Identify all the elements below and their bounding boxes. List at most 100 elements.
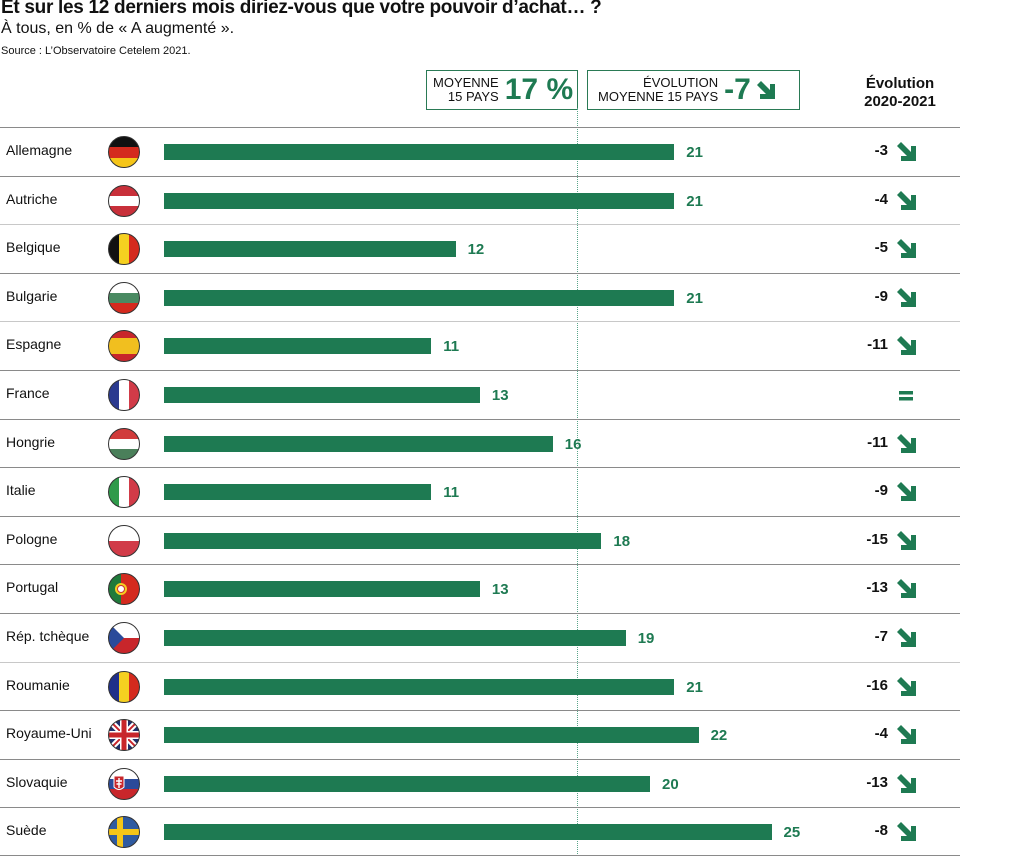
bar [164,630,626,646]
evolution-average-box: ÉVOLUTION MOYENNE 15 PAYS -7 [587,70,800,110]
bar [164,387,480,403]
category-label: Royaume-Uni [6,725,92,742]
data-label: 21 [686,289,703,307]
category-label: Italie [6,482,36,499]
equal-icon [896,384,918,406]
france-flag-icon [108,379,140,411]
average-reference-line [577,108,579,854]
chart-title: Et sur les 12 derniers mois diriez-vous … [1,0,602,18]
evolution-value: -11 [867,433,888,451]
evolution-label-line1: ÉVOLUTION [643,75,719,90]
data-label: 19 [637,630,655,647]
data-label: 11 [443,484,460,502]
arrow-down-right-icon [896,335,918,357]
category-label: Belgique [6,239,61,256]
bar [164,192,675,209]
arrow-down-right-icon [896,724,918,746]
spain-flag-icon [108,330,140,363]
bar [164,435,553,452]
bar [164,532,602,549]
bar [164,678,675,695]
evolution-value: -13 [866,773,888,791]
poland-flag-icon [108,524,140,557]
bar [164,727,699,744]
chart-row: Slovaquie 20 -13 [0,758,960,808]
category-label: Slovaquie [6,773,68,790]
chart-row: Italie 11 -9 [0,467,960,516]
data-label: 25 [783,824,801,842]
evolution-value: -3 [874,142,888,159]
data-label: 21 [686,192,703,210]
arrow-down-right-icon [896,821,918,843]
data-label: 16 [564,435,582,453]
sweden-flag-icon [108,816,140,849]
chart-row: Rép. tchèque 19 -7 [0,613,960,662]
bar [164,775,650,792]
arrow-down-right-icon [896,141,918,163]
portugal-flag-icon [108,573,140,606]
column-header-line1: Évolution [865,75,935,92]
arrow-down-right-icon [896,238,918,260]
chart-subtitle: À tous, en % de « A augmenté ». [1,20,235,37]
arrow-down-right-icon [756,81,775,99]
bar [164,484,432,501]
evolution-value: -16 [866,676,888,694]
data-label: 18 [613,532,631,550]
data-label: 22 [710,727,728,745]
evolution-value: -7 [874,628,888,645]
arrow-down-right-icon [896,287,918,309]
average-label: MOYENNE 15 PAYS [433,76,499,104]
chart-row: Pologne 18 -15 [0,515,960,565]
category-label: France [6,385,50,401]
evolution-value: -9 [874,287,888,305]
evolution-value: -15 [866,530,888,548]
chart-row: Belgique 12 -5 [0,224,960,273]
category-label: Espagne [6,336,62,353]
average-label-line2: 15 PAYS [447,89,499,104]
category-label: Suède [6,822,47,839]
chart-row: Espagne 11 -11 [0,321,960,370]
evolution-column-header: Évolution 2020-2021 [840,75,960,111]
evolution-value: -4 [874,725,888,743]
arrow-down-right-icon [896,190,918,212]
uk-flag-icon [108,719,140,752]
data-label: 21 [686,144,703,161]
category-label: Roumanie [6,676,70,693]
category-label: Rép. tchèque [6,628,90,644]
chart-row: Autriche 21 -4 [0,175,960,225]
arrow-down-right-icon [896,578,918,600]
data-label: 20 [662,775,679,793]
chart-source: Source : L’Observatoire Cetelem 2021. [1,45,191,57]
chart-row: Allemagne 21 -3 [0,127,960,176]
chart-row: Hongrie 16 -11 [0,418,960,468]
category-label: Allemagne [6,142,73,158]
evolution-average-label: ÉVOLUTION MOYENNE 15 PAYS [598,76,718,104]
category-label: Hongrie [6,433,56,450]
data-label: 13 [491,387,509,404]
arrow-down-right-icon [896,433,918,455]
arrow-down-right-icon [896,627,918,649]
data-label: 11 [443,338,460,356]
average-value: 17 % [504,73,574,106]
bar [164,241,456,258]
category-label: Autriche [6,190,58,207]
bulgaria-flag-icon [108,281,140,314]
chart-row: France 13 [0,370,960,419]
chart-row: Royaume-Uni 22 -4 [0,710,960,759]
column-header-line2: 2020-2021 [864,93,936,110]
chart-row: Roumanie 21 -16 [0,661,960,711]
belgium-flag-icon [108,233,140,266]
slovakia-flag-icon [108,767,140,800]
evolution-average-value: -7 [724,73,751,106]
average-label-line1: MOYENNE [433,75,499,90]
data-label: 13 [491,581,509,599]
bar [164,581,480,598]
evolution-value: -11 [867,336,888,354]
italy-flag-icon [108,476,140,509]
bar [164,824,772,841]
average-box: MOYENNE 15 PAYS 17 % [426,70,578,110]
bar [164,338,432,355]
germany-flag-icon [108,136,140,168]
bar [164,289,675,306]
chart-row: Portugal 13 -13 [0,564,960,613]
